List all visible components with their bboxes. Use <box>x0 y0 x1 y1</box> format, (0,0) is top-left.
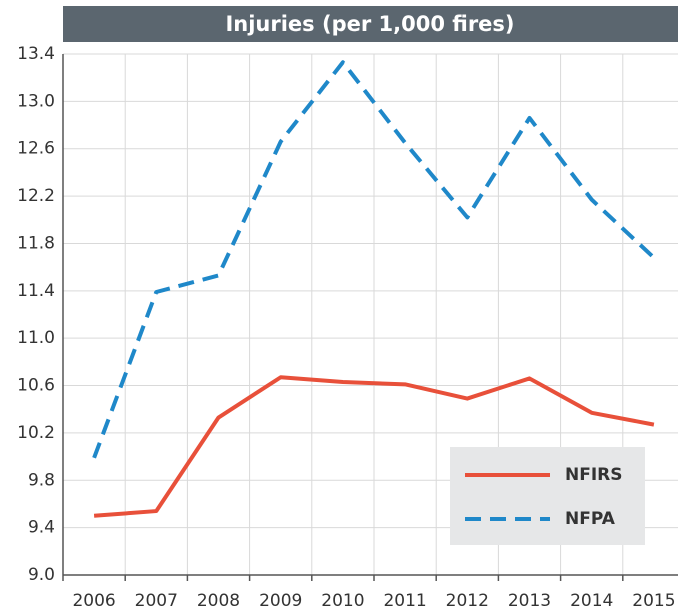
x-tick-label: 2015 <box>632 591 675 611</box>
x-tick-label: 2013 <box>508 591 551 611</box>
y-tick-label: 13.4 <box>17 44 55 64</box>
x-tick-label: 2010 <box>321 591 364 611</box>
legend-label: NFIRS <box>565 465 623 485</box>
y-tick-label: 11.4 <box>17 281 55 301</box>
legend-box <box>450 447 645 545</box>
x-tick-label: 2009 <box>259 591 302 611</box>
x-tick-label: 2007 <box>135 591 178 611</box>
series-line <box>93 375 655 518</box>
legend-label: NFPA <box>565 509 616 529</box>
x-tick-label: 2011 <box>383 591 426 611</box>
y-tick-label: 12.6 <box>17 139 55 159</box>
y-tick-label: 9.8 <box>28 470 55 490</box>
y-tick-label: 9.4 <box>28 518 55 538</box>
title-bar <box>63 6 678 42</box>
y-tick-label: 12.2 <box>17 186 55 206</box>
x-tick-label: 2014 <box>570 591 613 611</box>
y-tick-label: 10.2 <box>17 423 55 443</box>
y-tick-label: 11.0 <box>17 328 55 348</box>
y-tick-label: 10.6 <box>17 376 55 396</box>
series-line <box>92 60 656 459</box>
y-tick-label: 11.8 <box>17 233 55 253</box>
y-tick-label: 13.0 <box>17 91 55 111</box>
x-tick-label: 2008 <box>197 591 240 611</box>
x-tick-label: 2012 <box>446 591 489 611</box>
y-tick-label: 9.0 <box>28 565 55 585</box>
chart-title: Injuries (per 1,000 fires) <box>225 12 514 36</box>
x-tick-label: 2006 <box>72 591 115 611</box>
